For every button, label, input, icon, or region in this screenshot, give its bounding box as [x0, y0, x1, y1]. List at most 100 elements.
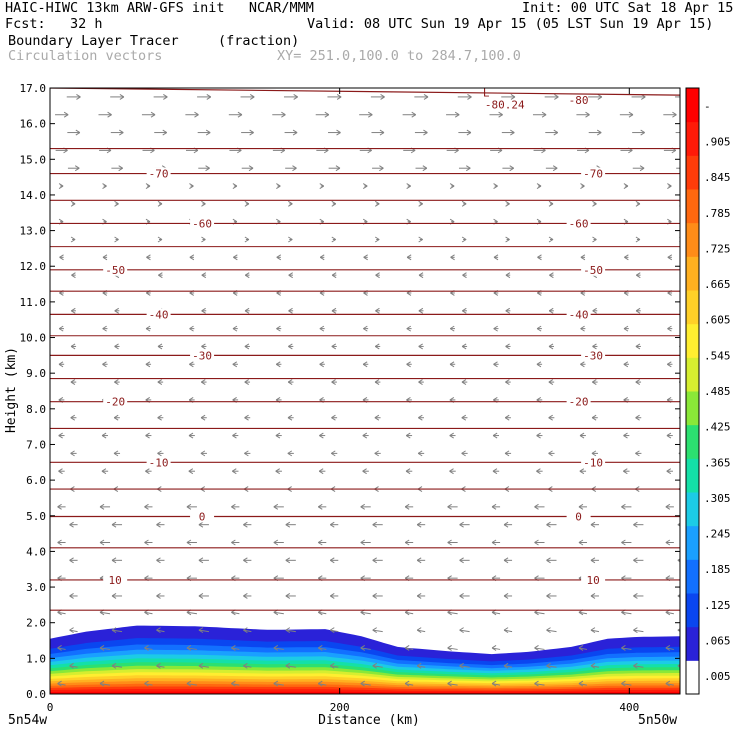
- wind-vector-head: [404, 611, 410, 616]
- wind-vector-head: [635, 307, 641, 312]
- wind-vector-head: [548, 452, 553, 457]
- wind-vector-head: [640, 96, 646, 100]
- wind-vector-head: [156, 665, 161, 669]
- wind-vector-head: [379, 165, 384, 169]
- wind-vector-head: [119, 96, 125, 100]
- wind-vector-head: [276, 328, 281, 332]
- wind-vector-head: [459, 665, 464, 669]
- wind-vector-head: [493, 218, 498, 223]
- wind-vector-head: [244, 417, 249, 421]
- wind-vector-head: [330, 524, 335, 528]
- wind-vector-head: [288, 346, 293, 350]
- wind-vector-head: [640, 132, 645, 136]
- wind-vector-head: [101, 468, 107, 472]
- contour-label-bg: [103, 263, 128, 276]
- wind-vector-head: [113, 450, 119, 454]
- wind-vector-head: [59, 256, 64, 261]
- wind-vector-head: [198, 662, 204, 667]
- wind-vector-head: [580, 361, 585, 365]
- wind-vector-head: [114, 346, 119, 350]
- wind-vector-head: [360, 683, 365, 687]
- wind-vector-head: [491, 647, 497, 651]
- wind-vector-head: [505, 343, 510, 347]
- wind-vector-head: [102, 256, 108, 261]
- wind-vector-head: [621, 575, 626, 579]
- wind-vector-head: [363, 325, 368, 330]
- wind-vector-head: [666, 468, 672, 472]
- wind-vector-head: [418, 272, 424, 276]
- wind-vector-head: [498, 111, 503, 116]
- wind-vector-head: [406, 292, 412, 296]
- wind-vector: [99, 611, 111, 615]
- wind-vector-head: [360, 680, 365, 685]
- wind-vector-head: [244, 307, 250, 312]
- wind-vector-head: [331, 274, 337, 279]
- wind-vector-head: [467, 96, 472, 100]
- wind-vector-head: [374, 452, 379, 457]
- wind-vector-head: [201, 274, 207, 279]
- wind-vector-head: [275, 396, 281, 401]
- wind-vector-head: [58, 328, 64, 332]
- wind-vector-head: [449, 325, 455, 330]
- wind-vector-head: [510, 93, 516, 98]
- wind-vector-head: [101, 435, 107, 439]
- wind-vector-head: [372, 559, 377, 564]
- wind-vector-head: [466, 165, 471, 169]
- wind-vector-head: [590, 629, 596, 634]
- y-axis-label: Height (km): [4, 347, 19, 433]
- wind-vector-head: [635, 239, 641, 243]
- wind-vector-head: [667, 256, 673, 261]
- wind-vector-head: [189, 254, 195, 258]
- wind-vector-head: [360, 539, 365, 543]
- wind-vector-head: [546, 627, 551, 631]
- wind-vector-head: [201, 379, 206, 383]
- wind-vector-head: [111, 629, 117, 634]
- wind-vector-head: [416, 593, 422, 597]
- wind-vector-head: [450, 254, 455, 258]
- wind-vector-head: [162, 129, 167, 133]
- wind-vector-head: [416, 559, 422, 564]
- contour-label: 0: [199, 510, 206, 523]
- wind-vector-head: [205, 165, 210, 169]
- wind-vector-head: [288, 307, 293, 312]
- wind-vector-head: [285, 593, 291, 597]
- wind-vector-head: [70, 414, 76, 419]
- wind-vector-head: [285, 559, 291, 564]
- wind-vector-head: [331, 203, 337, 207]
- wind-vector-head: [666, 432, 672, 436]
- wind-vector-head: [186, 645, 192, 649]
- wind-vector-head: [546, 521, 551, 526]
- wind-vector-head: [232, 435, 237, 439]
- wind-vector-head: [406, 361, 411, 365]
- wind-vector-head: [198, 524, 204, 528]
- wind-vector-head: [374, 200, 380, 205]
- wind-vector-head: [280, 149, 286, 154]
- wind-vector-head: [114, 236, 119, 240]
- wind-vector-head: [244, 343, 250, 347]
- wind-vector-head: [111, 662, 117, 667]
- wind-vector-head: [150, 111, 156, 116]
- y-tick-label: 9.0: [26, 367, 46, 380]
- wind-vector-head: [249, 129, 254, 133]
- wind-vector-head: [107, 111, 112, 116]
- wind-vector-head: [331, 417, 336, 421]
- wind-vector-head: [503, 627, 509, 631]
- wind-vector: [99, 683, 111, 686]
- wind-vector-head: [287, 381, 293, 386]
- wind-vector-head: [156, 595, 161, 599]
- wind-vector-head: [330, 662, 335, 667]
- wind-vector-head: [59, 292, 64, 296]
- wind-vector-head: [450, 292, 455, 296]
- wind-vector-head: [288, 200, 293, 205]
- wind-vector-head: [99, 506, 105, 510]
- wind-vector-head: [201, 346, 206, 350]
- wind-vector: [372, 629, 383, 633]
- wind-vector-head: [318, 470, 324, 475]
- wind-vector-head: [459, 662, 464, 667]
- wind-vector-head: [374, 343, 380, 347]
- wind-vector-head: [102, 183, 107, 187]
- wind-vector-head: [114, 203, 119, 207]
- wind-vector-head: [406, 254, 412, 258]
- wind-vector-head: [548, 200, 554, 205]
- wind-vector-head: [580, 363, 585, 368]
